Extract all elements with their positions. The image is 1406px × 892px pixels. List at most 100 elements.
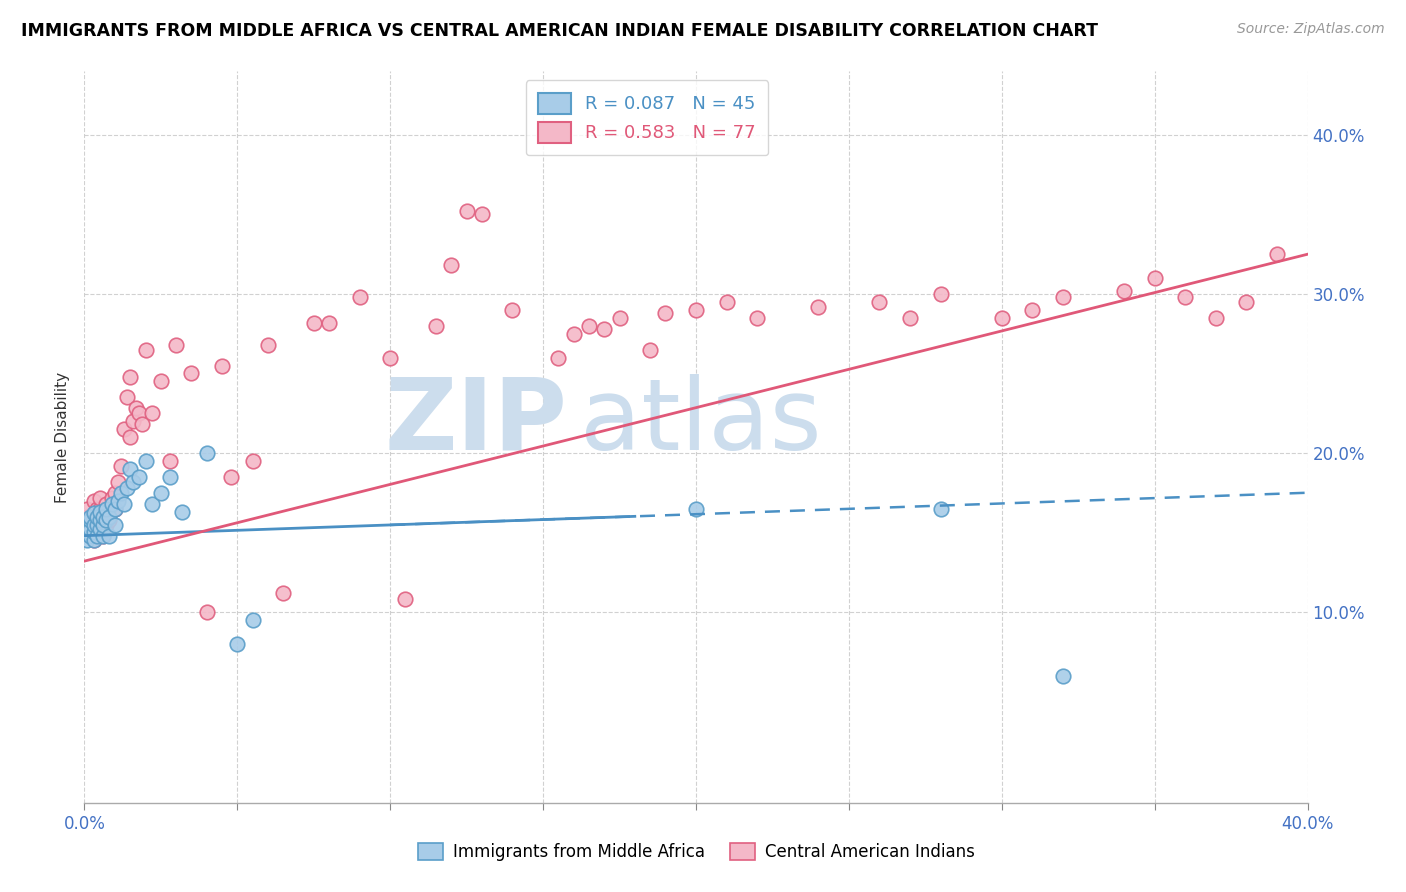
Point — [97, 529, 120, 543]
Point — [112, 497, 135, 511]
Point — [195, 605, 218, 619]
Point — [83, 533, 105, 548]
Point — [76, 525, 98, 540]
Point — [91, 529, 114, 543]
Point — [242, 613, 264, 627]
Point — [502, 302, 524, 317]
Point — [94, 497, 117, 511]
Point — [131, 417, 153, 432]
Point — [195, 446, 218, 460]
Point — [83, 522, 105, 536]
Point — [91, 509, 114, 524]
Point — [83, 493, 105, 508]
Point — [1265, 247, 1288, 261]
Point — [79, 529, 101, 543]
Point — [141, 406, 163, 420]
Point — [929, 287, 952, 301]
Point — [76, 533, 98, 548]
Point — [425, 318, 447, 333]
Point — [593, 322, 616, 336]
Point — [79, 529, 101, 543]
Point — [211, 359, 233, 373]
Point — [562, 326, 585, 341]
Text: IMMIGRANTS FROM MIDDLE AFRICA VS CENTRAL AMERICAN INDIAN FEMALE DISABILITY CORRE: IMMIGRANTS FROM MIDDLE AFRICA VS CENTRAL… — [21, 22, 1098, 40]
Point — [242, 454, 264, 468]
Point — [79, 509, 101, 524]
Point — [1236, 294, 1258, 309]
Point — [1174, 290, 1197, 304]
Point — [1205, 310, 1227, 325]
Point — [716, 294, 738, 309]
Point — [104, 485, 127, 500]
Point — [86, 529, 108, 543]
Point — [128, 470, 150, 484]
Point — [79, 522, 101, 536]
Point — [97, 501, 120, 516]
Point — [97, 513, 120, 527]
Point — [120, 430, 142, 444]
Point — [86, 501, 108, 516]
Point — [104, 517, 127, 532]
Point — [1143, 271, 1166, 285]
Point — [180, 367, 202, 381]
Point — [89, 491, 111, 505]
Point — [685, 501, 707, 516]
Point — [107, 493, 129, 508]
Point — [94, 501, 117, 516]
Y-axis label: Female Disability: Female Disability — [55, 371, 70, 503]
Point — [394, 592, 416, 607]
Point — [86, 509, 108, 524]
Point — [257, 338, 280, 352]
Point — [578, 318, 600, 333]
Point — [120, 369, 142, 384]
Point — [89, 501, 111, 516]
Point — [219, 470, 242, 484]
Point — [302, 316, 325, 330]
Point — [929, 501, 952, 516]
Point — [76, 509, 98, 524]
Point — [380, 351, 402, 365]
Point — [456, 204, 478, 219]
Point — [440, 258, 463, 272]
Point — [122, 475, 145, 489]
Point — [89, 513, 111, 527]
Point — [125, 401, 148, 416]
Point — [122, 414, 145, 428]
Point — [89, 522, 111, 536]
Point — [991, 310, 1014, 325]
Point — [83, 533, 105, 548]
Point — [89, 517, 111, 532]
Legend: Immigrants from Middle Africa, Central American Indians: Immigrants from Middle Africa, Central A… — [411, 836, 981, 868]
Point — [101, 491, 124, 505]
Point — [318, 316, 340, 330]
Point — [128, 406, 150, 420]
Point — [609, 310, 631, 325]
Point — [226, 637, 249, 651]
Text: ZIP: ZIP — [385, 374, 568, 471]
Point — [94, 507, 117, 521]
Point — [94, 517, 117, 532]
Point — [91, 529, 114, 543]
Point — [101, 497, 124, 511]
Point — [91, 509, 114, 524]
Point — [547, 351, 569, 365]
Point — [76, 501, 98, 516]
Point — [86, 517, 108, 532]
Point — [1052, 290, 1074, 304]
Point — [349, 290, 371, 304]
Point — [1052, 668, 1074, 682]
Point — [83, 507, 105, 521]
Point — [165, 338, 187, 352]
Point — [94, 513, 117, 527]
Point — [149, 375, 172, 389]
Point — [159, 470, 181, 484]
Point — [471, 207, 494, 221]
Point — [1114, 284, 1136, 298]
Point — [115, 481, 138, 495]
Point — [120, 462, 142, 476]
Point — [110, 485, 132, 500]
Point — [104, 501, 127, 516]
Point — [271, 586, 294, 600]
Point — [149, 485, 172, 500]
Point — [107, 475, 129, 489]
